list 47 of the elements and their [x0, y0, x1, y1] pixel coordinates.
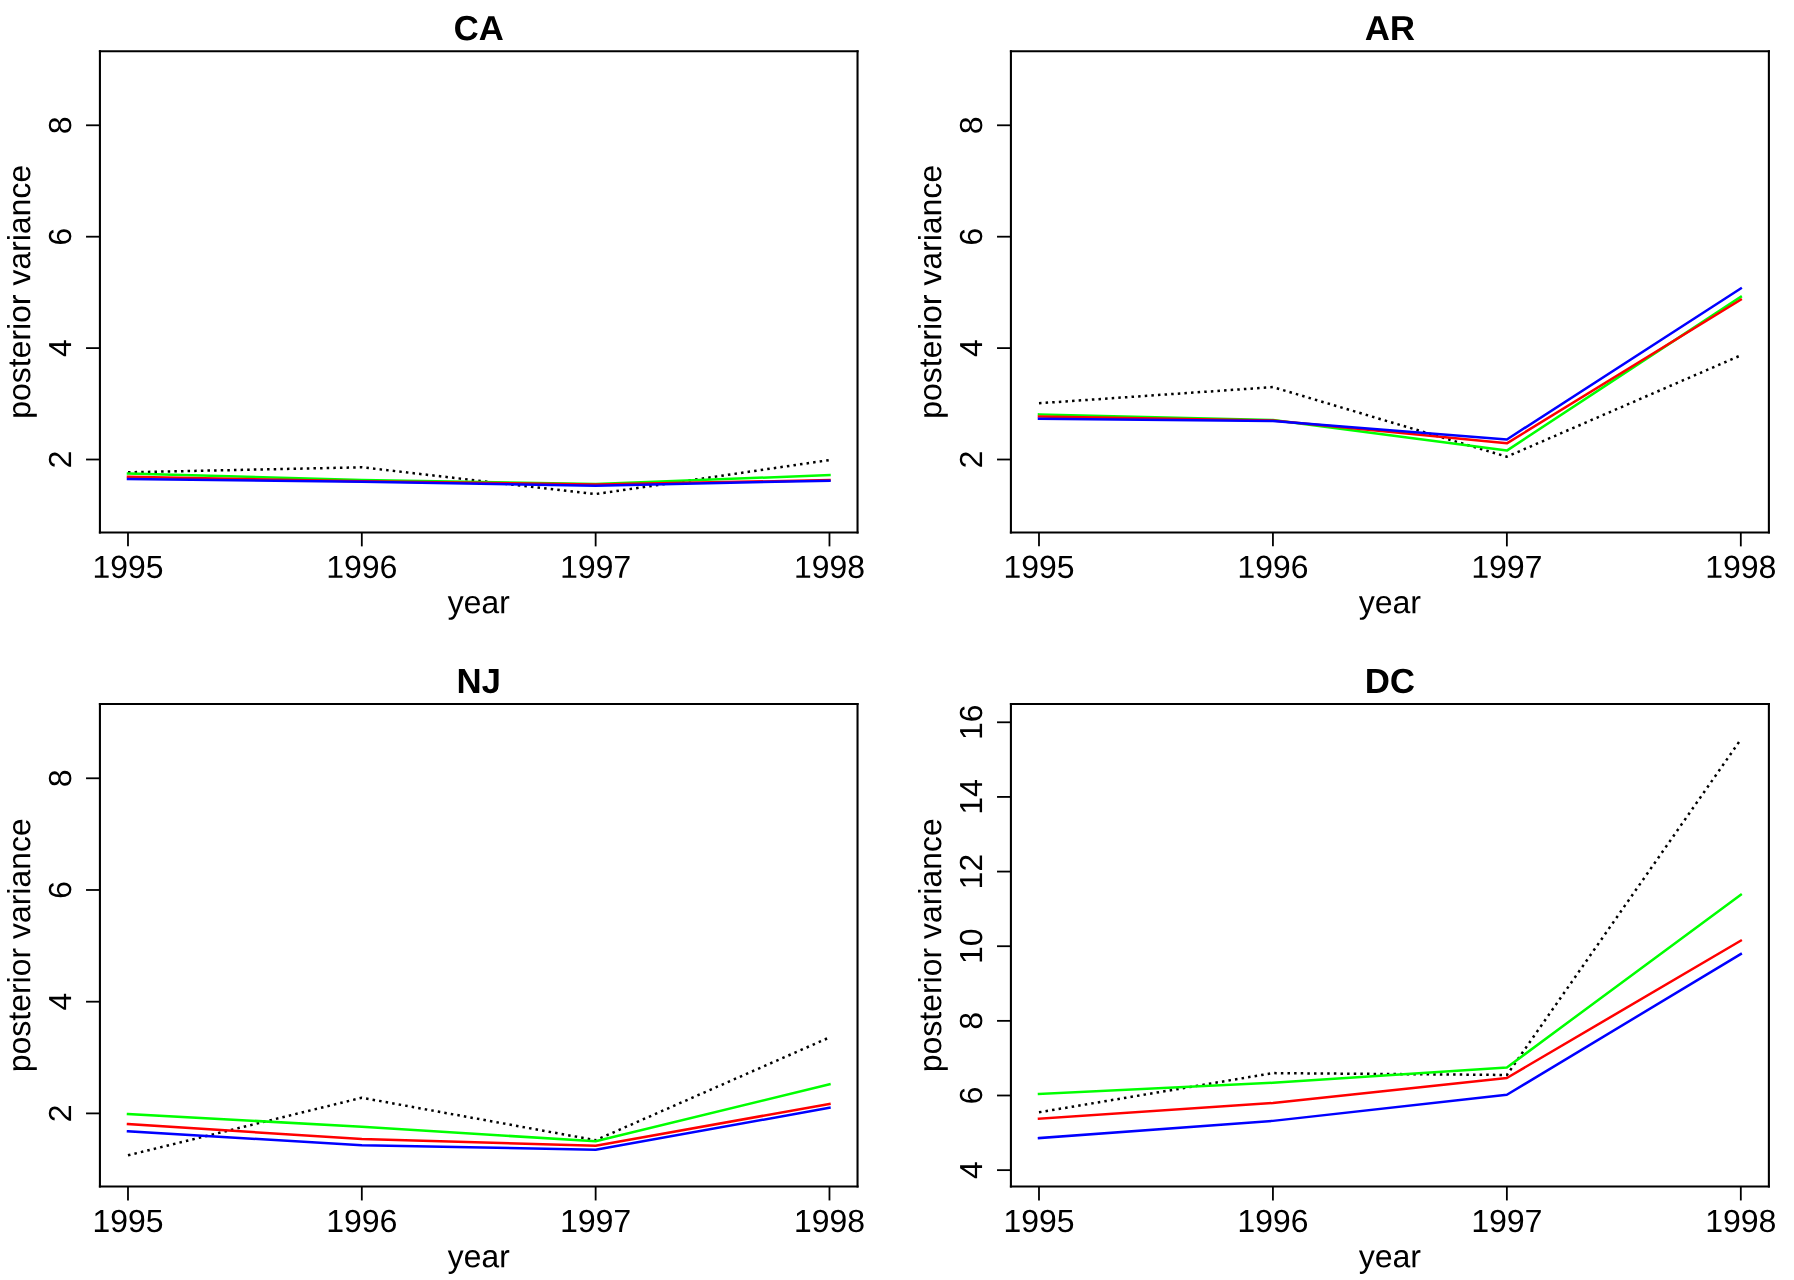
x-axis-title: year	[1358, 1250, 1421, 1274]
y-tick-label: 8	[48, 117, 72, 133]
x-axis-title: year	[1358, 596, 1421, 620]
x-tick-label: 1998	[1707, 1209, 1775, 1233]
y-tick-label: 8	[959, 117, 983, 133]
chart-title: CA	[455, 15, 503, 41]
x-tick-label: 1997	[562, 555, 630, 579]
y-axis-title: posterior variance	[7, 819, 37, 1071]
y-tick-label: 4	[960, 340, 983, 357]
y-tick-label: 4	[49, 340, 72, 357]
x-tick-label: 1995	[1005, 1209, 1074, 1233]
y-tick-label: 6	[959, 229, 983, 244]
y-tick-label: 6	[48, 882, 72, 898]
y-tick-label: 2	[48, 452, 72, 467]
x-tick-label: 1996	[328, 555, 396, 579]
x-axis-title: year	[447, 1250, 510, 1274]
y-tick-label: 16	[959, 705, 983, 738]
y-tick-label: 6	[959, 1088, 983, 1103]
y-tick-label: 6	[48, 229, 72, 244]
y-tick-label: 8	[48, 770, 72, 786]
x-tick-label: 1998	[796, 555, 864, 579]
x-tick-label: 1997	[1473, 1209, 1541, 1233]
x-tick-label: 1996	[1239, 555, 1308, 579]
chart-title: AR	[1365, 16, 1415, 41]
x-tick-label: 1997	[562, 1209, 630, 1233]
y-tick-label: 2	[48, 1106, 72, 1121]
chart-title: DC	[1367, 668, 1415, 694]
chart-title: NJ	[458, 669, 499, 694]
y-tick-label: 10	[959, 929, 983, 962]
y-axis-title: posterior variance	[918, 166, 948, 417]
x-tick-label: 1995	[94, 1209, 163, 1233]
y-axis-title: posterior variance	[918, 819, 948, 1071]
x-tick-label: 1998	[796, 1209, 864, 1233]
y-tick-label: 12	[959, 855, 983, 887]
x-tick-label: 1996	[1239, 1209, 1308, 1233]
y-tick-label: 8	[959, 1013, 983, 1029]
x-tick-label: 1995	[1005, 555, 1074, 579]
y-tick-label: 4	[960, 1162, 983, 1179]
y-axis-title: posterior variance	[7, 166, 37, 417]
x-tick-label: 1995	[94, 555, 163, 579]
y-tick-label: 4	[49, 993, 72, 1010]
x-tick-label: 1998	[1707, 555, 1775, 579]
x-tick-label: 1996	[328, 1209, 396, 1233]
x-axis-title: year	[447, 596, 510, 620]
x-tick-label: 1997	[1473, 555, 1541, 579]
y-tick-label: 2	[959, 452, 983, 467]
y-tick-label: 14	[960, 780, 983, 813]
